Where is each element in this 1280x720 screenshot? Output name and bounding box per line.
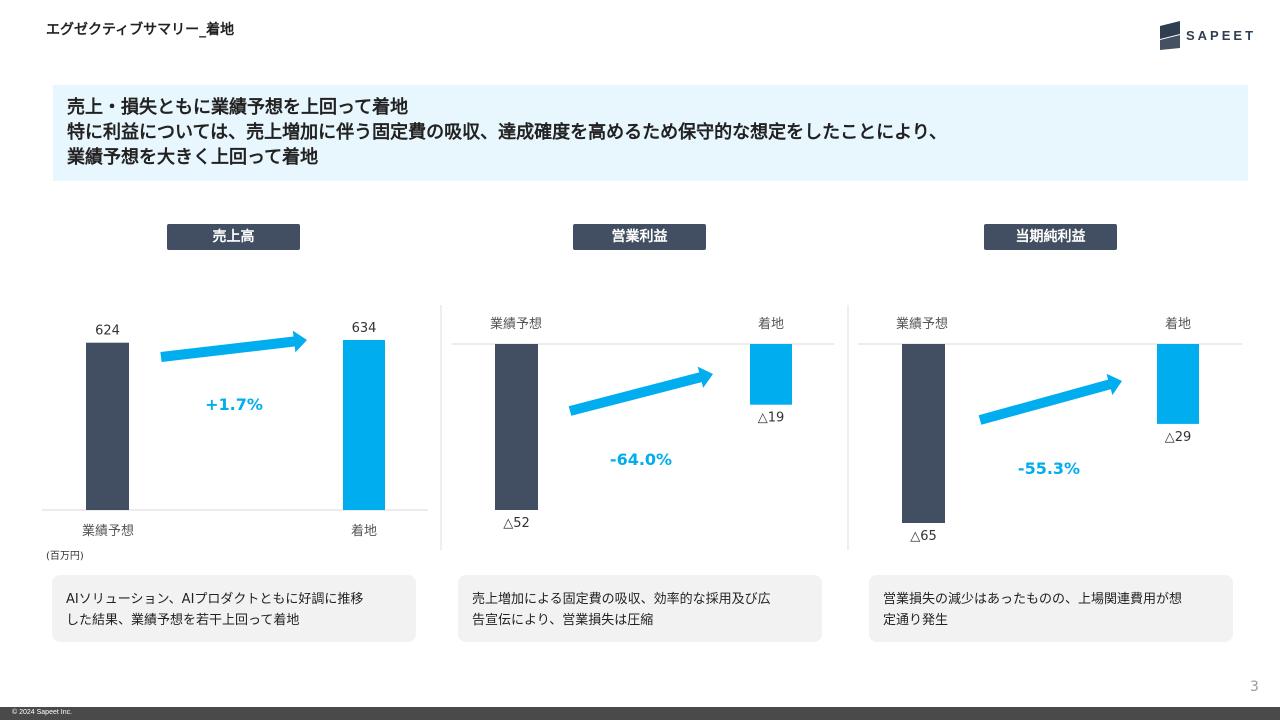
net-category-label-1: 着地 (1165, 316, 1191, 332)
operating-value-label-0: △52 (503, 516, 530, 531)
revenue-value-label-0: 624 (95, 324, 120, 339)
headline-line-3: 業績予想を大きく上回って着地 (67, 147, 319, 168)
page-number: 3 (1250, 679, 1259, 695)
net-bar-actual (1157, 344, 1199, 424)
revenue-bar-actual (343, 340, 385, 510)
comment-operating-income: 売上増加による固定費の吸収、効率的な採用及び広 告宣伝により、営業損失は圧縮 (458, 575, 822, 642)
operating-change-arrow (568, 366, 713, 416)
revenue-bar-forecast (86, 342, 129, 510)
chart-title-net-income: 当期純利益 (984, 224, 1117, 250)
unit-label: (百万円) (46, 551, 84, 562)
operating-bar-actual (750, 344, 792, 405)
operating-value-label-1: △19 (758, 411, 785, 426)
comment-net-line-1: 営業損失の減少はあったものの、上場関連費用が想 (883, 592, 1183, 607)
chart-title-operating-income: 営業利益 (573, 224, 706, 250)
net-change-label: -55.3% (1018, 459, 1080, 478)
comment-operating-line-2: 告宣伝により、営業損失は圧縮 (472, 613, 654, 628)
operating-category-label-0: 業績予想 (490, 316, 542, 332)
net-category-label-0: 業績予想 (896, 316, 948, 332)
revenue-category-label-0: 業績予想 (82, 523, 134, 539)
revenue-value-label-1: 634 (352, 321, 377, 336)
comment-net-income: 営業損失の減少はあったものの、上場関連費用が想 定通り発生 (869, 575, 1233, 642)
comment-operating-line-1: 売上増加による固定費の吸収、効率的な採用及び広 (472, 592, 771, 607)
revenue-change-label: +1.7% (205, 395, 263, 414)
net-value-label-1: △29 (1165, 430, 1192, 445)
comment-revenue-line-2: した結果、業績予想を若干上回って着地 (66, 613, 300, 628)
page-title: エグゼクティブサマリー_着地 (46, 22, 235, 38)
logo-text: SAPEET (1186, 27, 1257, 43)
net-bar-forecast (902, 344, 945, 523)
chart-title-revenue: 売上高 (167, 224, 300, 250)
headline-line-2: 特に利益については、売上増加に伴う固定費の吸収、達成確度を高めるため保守的な想定… (67, 122, 948, 143)
operating-bar-forecast (495, 344, 538, 510)
logo-mark-icon (1160, 21, 1180, 50)
operating-change-label: -64.0% (610, 450, 672, 469)
revenue-change-arrow (160, 330, 307, 362)
net-value-label-0: △65 (910, 529, 937, 544)
headline-box: 売上・損失ともに業績予想を上回って着地 特に利益については、売上増加に伴う固定費… (53, 85, 1248, 181)
copyright-text: © 2024 Sapeet Inc. (12, 709, 73, 716)
comment-revenue: AIソリューション、AIプロダクトともに好調に推移 した結果、業績予想を若干上回… (52, 575, 416, 642)
sapeet-logo: SAPEET (1158, 20, 1256, 50)
net-change-arrow (978, 373, 1122, 425)
comment-net-line-2: 定通り発生 (883, 613, 949, 628)
operating-category-label-1: 着地 (758, 316, 784, 332)
footer-bar: © 2024 Sapeet Inc. (0, 707, 1280, 720)
revenue-category-label-1: 着地 (351, 523, 377, 539)
headline-line-1: 売上・損失ともに業績予想を上回って着地 (67, 97, 409, 118)
comment-revenue-line-1: AIソリューション、AIプロダクトともに好調に推移 (66, 592, 364, 607)
